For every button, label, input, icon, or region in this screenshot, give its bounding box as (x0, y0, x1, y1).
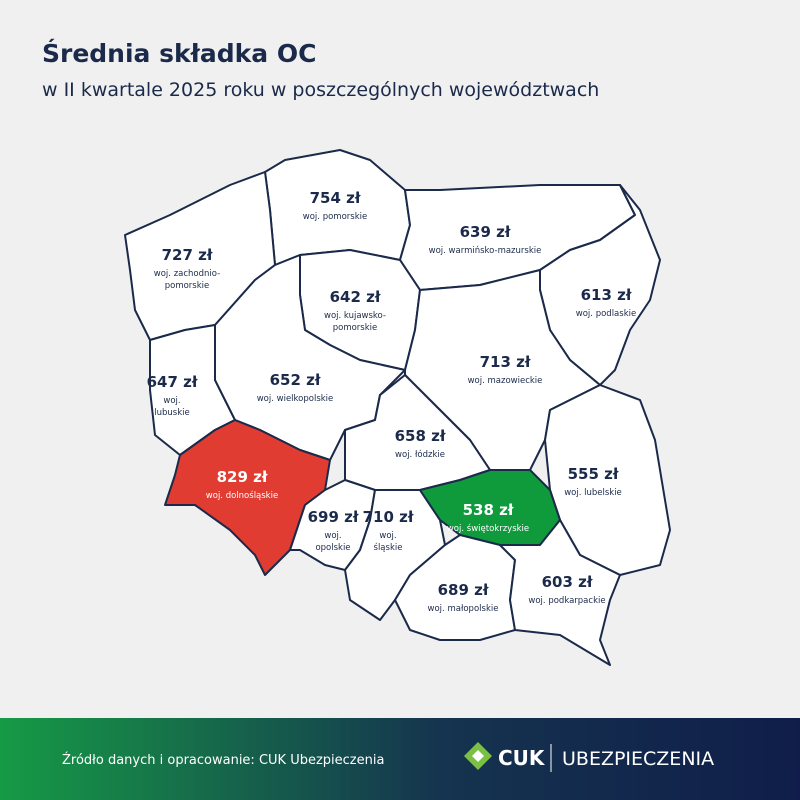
region-value: 727 zł (162, 246, 213, 264)
region-name: woj. łódzkie (395, 449, 445, 460)
region (499, 519, 621, 666)
footer (0, 718, 800, 800)
region-value: 754 zł (310, 189, 361, 207)
region-value: 639 zł (460, 223, 511, 241)
region-name: woj. świętokrzyskie (447, 523, 529, 534)
region-value: 647 zł (147, 373, 198, 391)
region-name: woj. (163, 396, 180, 406)
region-value: 699 zł (308, 508, 359, 526)
region-value: 642 zł (330, 288, 381, 306)
region-name: woj. dolnośląskie (206, 490, 278, 501)
region-value: 613 zł (581, 286, 632, 304)
region-name: pomorskie (333, 323, 378, 333)
region-value: 829 zł (217, 468, 268, 486)
region-name: woj. (379, 531, 396, 541)
region-name: woj. lubelskie (564, 488, 622, 498)
region-value: 658 zł (395, 427, 446, 445)
region-name: śląskie (374, 542, 403, 553)
title: Średnia składka OC (42, 38, 316, 68)
region (394, 534, 516, 641)
logo-mark (472, 750, 484, 762)
region-name: woj. podkarpackie (528, 596, 605, 606)
brand-suffix: UBEZPIECZENIA (562, 748, 714, 770)
region-name: woj. podlaskie (576, 309, 636, 319)
region-name: woj. kujawsko- (324, 311, 386, 321)
region-value: 713 zł (480, 353, 531, 371)
region-shape (394, 534, 516, 641)
region-name: woj. wielkopolskie (257, 394, 334, 404)
region-name: pomorskie (165, 281, 210, 291)
region-name: woj. mazowieckie (468, 376, 543, 386)
region-value: 538 zł (463, 501, 514, 519)
region-value: 652 zł (270, 371, 321, 389)
region-value: 603 zł (542, 573, 593, 591)
region-shape (499, 519, 621, 666)
region-value: 555 zł (568, 465, 619, 483)
subtitle: w II kwartale 2025 roku w poszczególnych… (42, 79, 599, 101)
region-name: woj. zachodnio- (154, 269, 220, 279)
map: 754 zł woj. pomorskie 639 zł woj. warmińsko… (124, 149, 671, 666)
brand: CUK (498, 746, 546, 770)
region-name: woj. małopolskie (428, 604, 499, 614)
region-name: woj. pomorskie (303, 212, 367, 222)
region-value: 689 zł (438, 581, 489, 599)
logo: CUK UBEZPIECZENIA (464, 742, 714, 772)
region-name: woj. (324, 531, 341, 541)
source: Źródło danych i opracowanie: CUK Ubezpie… (62, 752, 384, 768)
region-name: lubuskie (154, 408, 189, 418)
region-value: 710 zł (363, 508, 414, 526)
region-name: woj. warmińsko-mazurskie (429, 246, 542, 256)
region-name: opolskie (315, 543, 350, 553)
